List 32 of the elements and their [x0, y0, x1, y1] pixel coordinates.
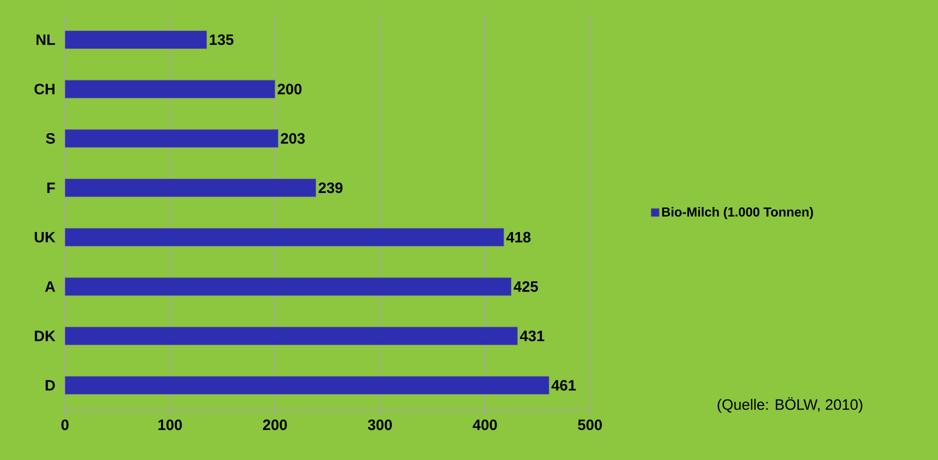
y-tick-label: NL	[36, 34, 56, 45]
x-tick-label: 400	[472, 420, 497, 430]
y-tick-label: DK	[34, 330, 56, 342]
data-label: 239	[318, 182, 343, 194]
bar	[64, 376, 550, 395]
bar	[64, 129, 278, 148]
data-label: 203	[280, 133, 305, 144]
x-tick-label: 200	[263, 420, 287, 430]
y-tick-label: F	[47, 182, 55, 193]
y-tick-label: S	[46, 133, 55, 144]
data-label: 200	[278, 84, 302, 94]
bar	[64, 277, 512, 296]
y-tick-label: D	[46, 380, 55, 390]
x-tick-label: 100	[158, 420, 182, 430]
y-tick-label: A	[45, 281, 56, 292]
data-label: 425	[514, 281, 538, 292]
bar	[64, 326, 518, 346]
y-tick-label: CH	[34, 84, 54, 94]
data-label: 418	[506, 232, 531, 242]
data-label: 461	[551, 380, 576, 391]
data-label: 135	[210, 34, 234, 45]
bar	[64, 178, 316, 198]
bar	[64, 30, 207, 49]
data-label: 431	[520, 330, 544, 342]
x-tick-label: 300	[368, 420, 392, 430]
legend-label: Bio-Milch (1.000 Tonnen)	[662, 207, 814, 220]
text: (Quelle: BÖLW, 2010)	[718, 397, 862, 413]
bar	[64, 228, 504, 246]
y-tick-label: UK	[34, 232, 56, 242]
bar	[64, 80, 276, 98]
x-tick-label: 500	[578, 420, 602, 430]
x-tick-label: 0	[61, 420, 69, 430]
